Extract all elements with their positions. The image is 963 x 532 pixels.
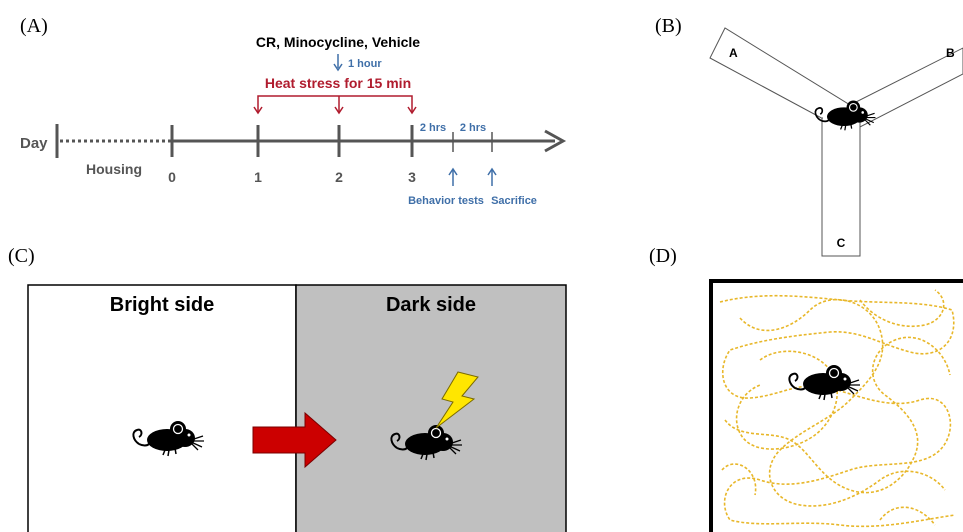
- panel-b-label: (B): [655, 15, 682, 37]
- bright-side-box: [27, 284, 297, 532]
- timeline-ticks: [170, 125, 414, 157]
- panel-a-label: (A): [20, 15, 48, 37]
- movement-trace: [719, 289, 956, 528]
- arm-c-label: C: [837, 236, 846, 250]
- tick-label-2: 2: [335, 169, 343, 185]
- one-hour-arrow: [333, 54, 343, 72]
- arm-b-label: B: [946, 46, 955, 60]
- sacrifice-arrow: [487, 167, 497, 186]
- one-hour-label: 1 hour: [348, 58, 382, 70]
- housing-label: Housing: [86, 161, 142, 177]
- behavior-tests-arrow: [448, 167, 458, 186]
- panel-c-label: (C): [8, 245, 35, 267]
- y-maze: [709, 27, 963, 257]
- tick-label-3: 3: [408, 169, 416, 185]
- interval-label-1: 2 hrs: [420, 122, 446, 134]
- open-field-arena: [709, 279, 963, 532]
- panel-d-label: (D): [649, 245, 677, 267]
- timeline-minor-ticks: [452, 132, 493, 152]
- day-label: Day: [20, 135, 48, 152]
- sacrifice-label: Sacrifice: [491, 195, 537, 207]
- tick-label-0: 0: [168, 169, 176, 185]
- timeline-arrowhead: [544, 129, 567, 153]
- dark-side-box: [295, 284, 567, 532]
- tick-label-1: 1: [254, 169, 262, 185]
- behavior-tests-label: Behavior tests: [408, 195, 484, 207]
- heat-stress-bracket: [253, 95, 417, 115]
- lightning-icon: [435, 371, 479, 429]
- arm-a-label: A: [729, 46, 738, 60]
- treatment-label: CR, Minocycline, Vehicle: [256, 34, 420, 50]
- bright-side-label: Bright side: [110, 294, 214, 316]
- heat-stress-label: Heat stress for 15 min: [265, 75, 411, 91]
- transfer-arrow-icon: [252, 411, 337, 469]
- dark-side-label: Dark side: [386, 294, 476, 316]
- interval-label-2: 2 hrs: [460, 122, 486, 134]
